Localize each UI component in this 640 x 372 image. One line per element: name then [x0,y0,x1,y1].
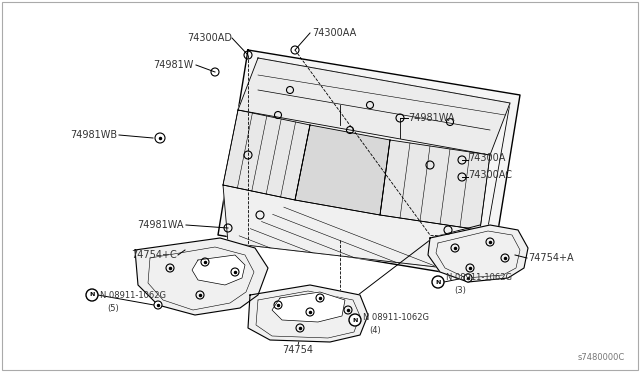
Polygon shape [272,292,345,322]
Circle shape [154,301,162,309]
Text: N 08911-1062G: N 08911-1062G [100,291,166,299]
Text: 74981WA: 74981WA [408,113,454,123]
Text: 74754+C: 74754+C [131,250,177,260]
Circle shape [432,276,444,288]
Text: N: N [435,279,441,285]
Text: 74981WA: 74981WA [138,220,184,230]
Text: 74300A: 74300A [468,153,506,163]
Text: (3): (3) [454,285,466,295]
Circle shape [464,274,472,282]
Polygon shape [223,110,310,200]
Text: 74300AC: 74300AC [468,170,512,180]
Polygon shape [295,125,390,215]
Text: N: N [352,317,358,323]
Polygon shape [135,238,268,315]
Circle shape [349,314,361,326]
Text: (4): (4) [369,326,381,334]
Polygon shape [248,285,368,342]
Text: N: N [90,292,95,298]
Text: (5): (5) [107,304,119,312]
Text: N 08911-1062G: N 08911-1062G [446,273,512,282]
Polygon shape [380,140,490,230]
Circle shape [306,308,314,316]
Text: N 08911-1062G: N 08911-1062G [363,314,429,323]
Text: 74981WB: 74981WB [70,130,117,140]
Text: 74981W: 74981W [154,60,194,70]
Polygon shape [218,50,520,280]
Text: 74300AD: 74300AD [187,33,232,43]
Circle shape [86,289,98,301]
Polygon shape [192,255,245,285]
Text: 74754+A: 74754+A [528,253,573,263]
Circle shape [155,133,165,143]
Text: s7480000C: s7480000C [578,353,625,362]
Text: 74300AA: 74300AA [312,28,356,38]
Polygon shape [223,185,480,272]
Text: 74754: 74754 [282,345,314,355]
Polygon shape [238,58,510,155]
Polygon shape [428,225,528,282]
